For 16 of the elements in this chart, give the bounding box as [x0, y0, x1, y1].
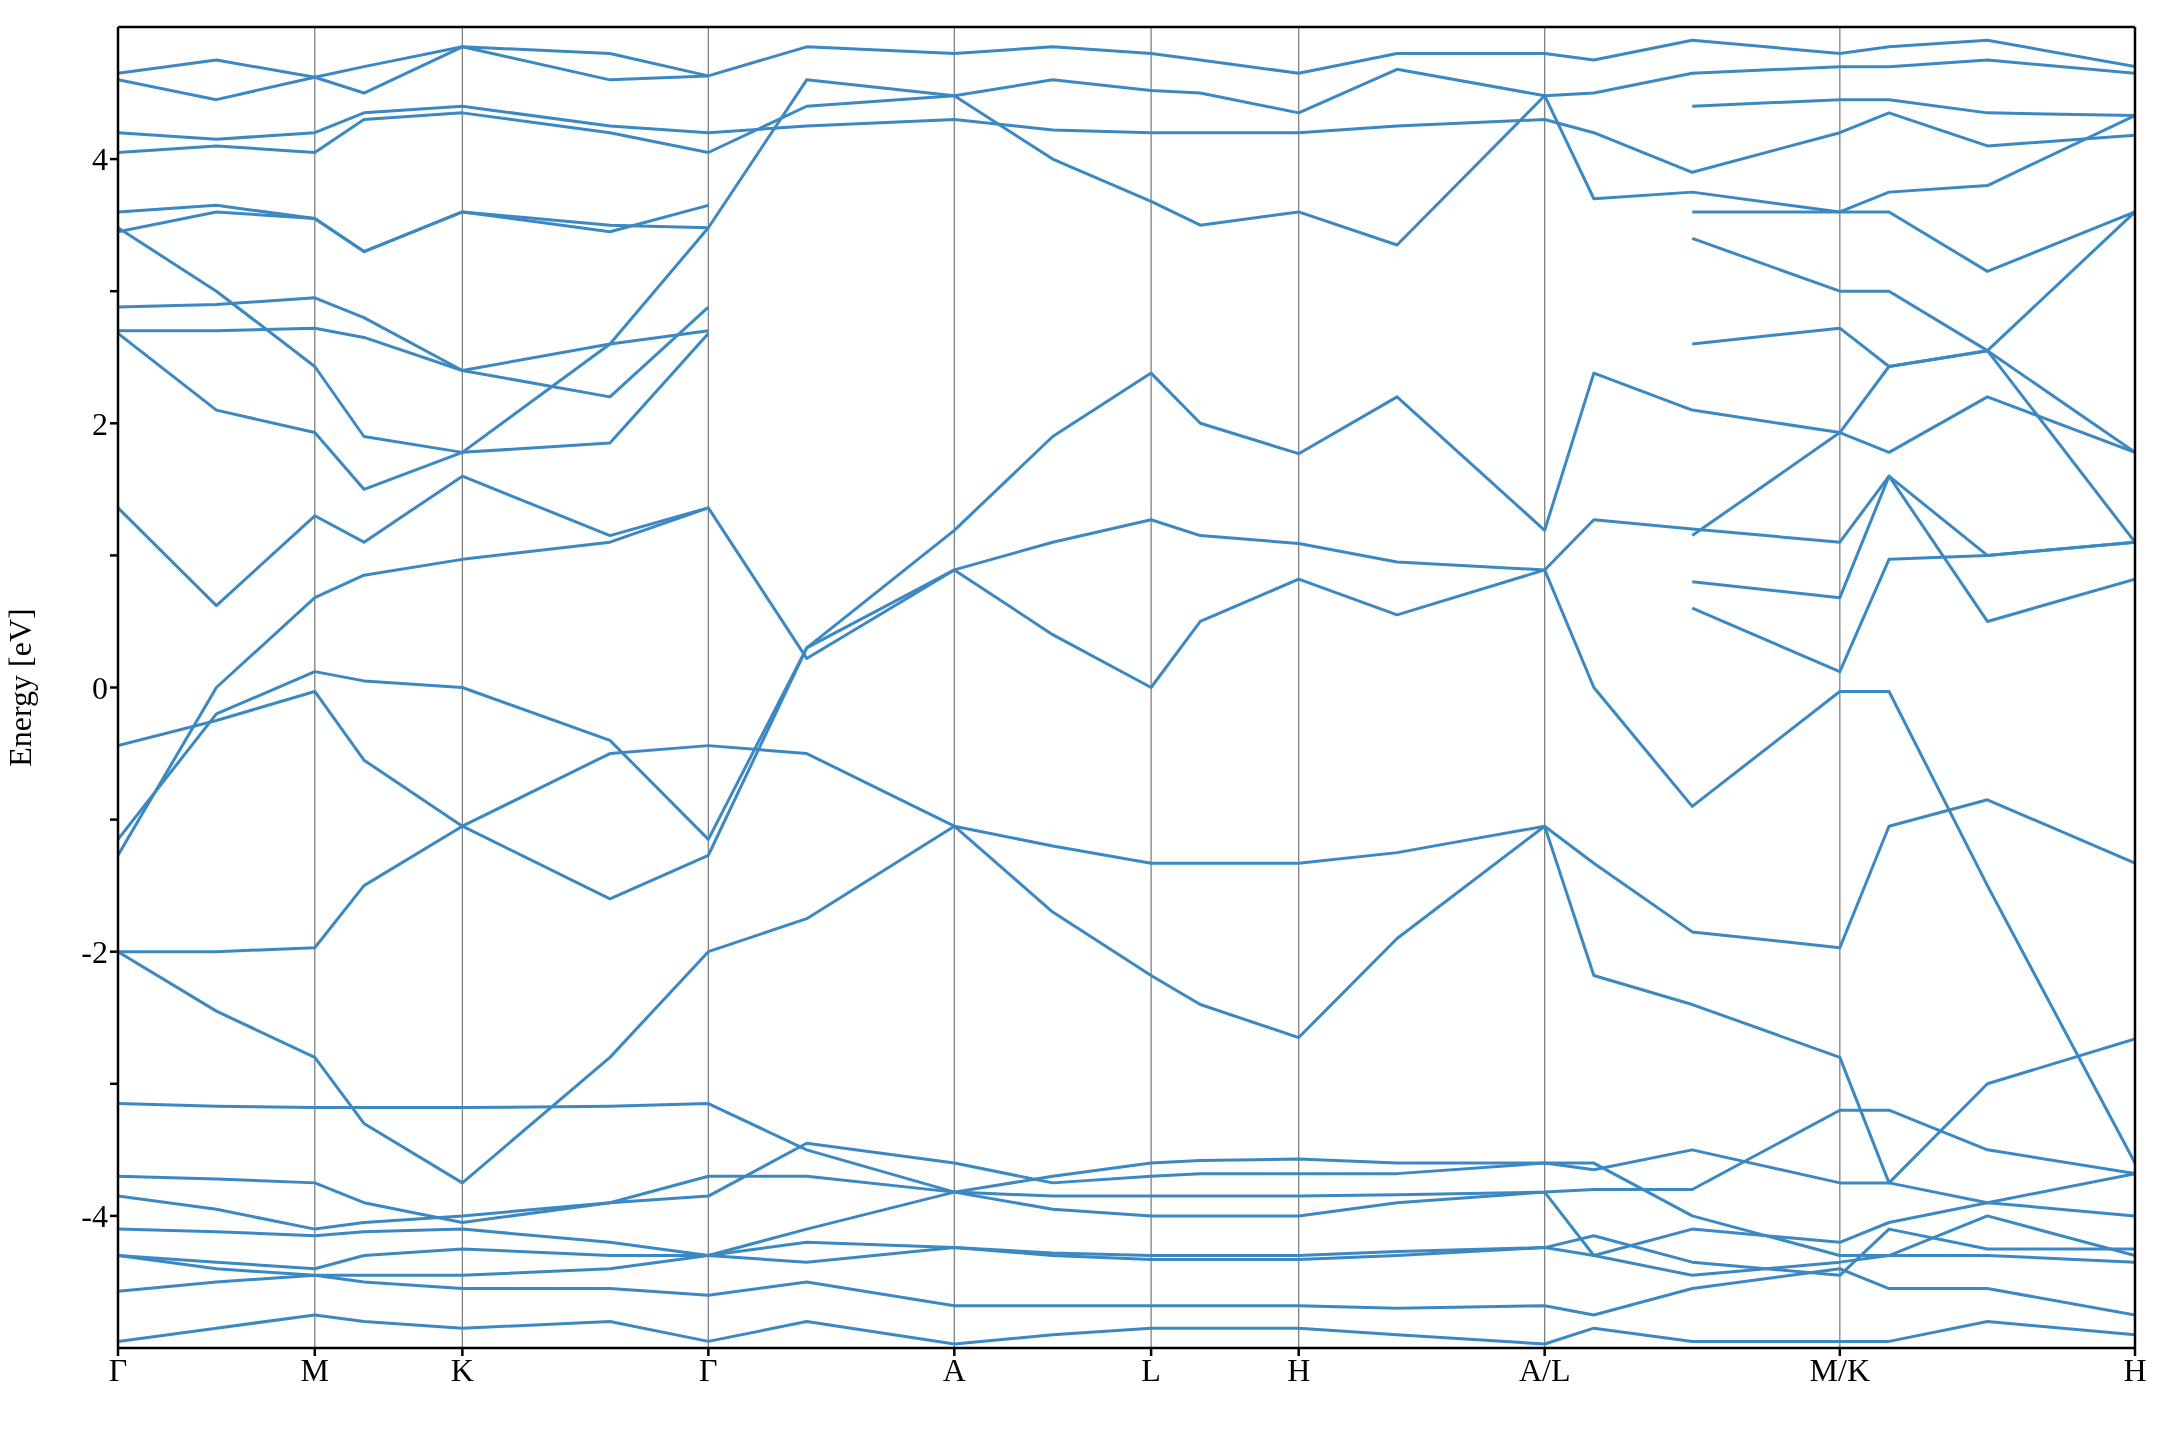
x-tick-label: A: [942, 1351, 966, 1388]
x-tick-label: M/K: [1809, 1351, 1871, 1388]
y-tick-label: -2: [81, 934, 108, 971]
x-tick-label: A/L: [1518, 1351, 1571, 1388]
x-tick-label: H: [2123, 1351, 2147, 1388]
x-tick-label: L: [1141, 1351, 1161, 1388]
x-tick-label: K: [450, 1351, 474, 1388]
x-tick-label: M: [300, 1351, 330, 1388]
y-tick-label: -4: [81, 1198, 108, 1235]
x-tick-label: Γ: [108, 1351, 128, 1388]
y-tick-label: 2: [92, 405, 108, 442]
x-tick-label: H: [1287, 1351, 1311, 1388]
y-axis-title: Energy [eV]: [2, 608, 39, 767]
x-tick-label: Γ: [699, 1351, 718, 1388]
y-tick-label: 0: [92, 669, 108, 706]
y-tick-label: 4: [92, 141, 108, 178]
